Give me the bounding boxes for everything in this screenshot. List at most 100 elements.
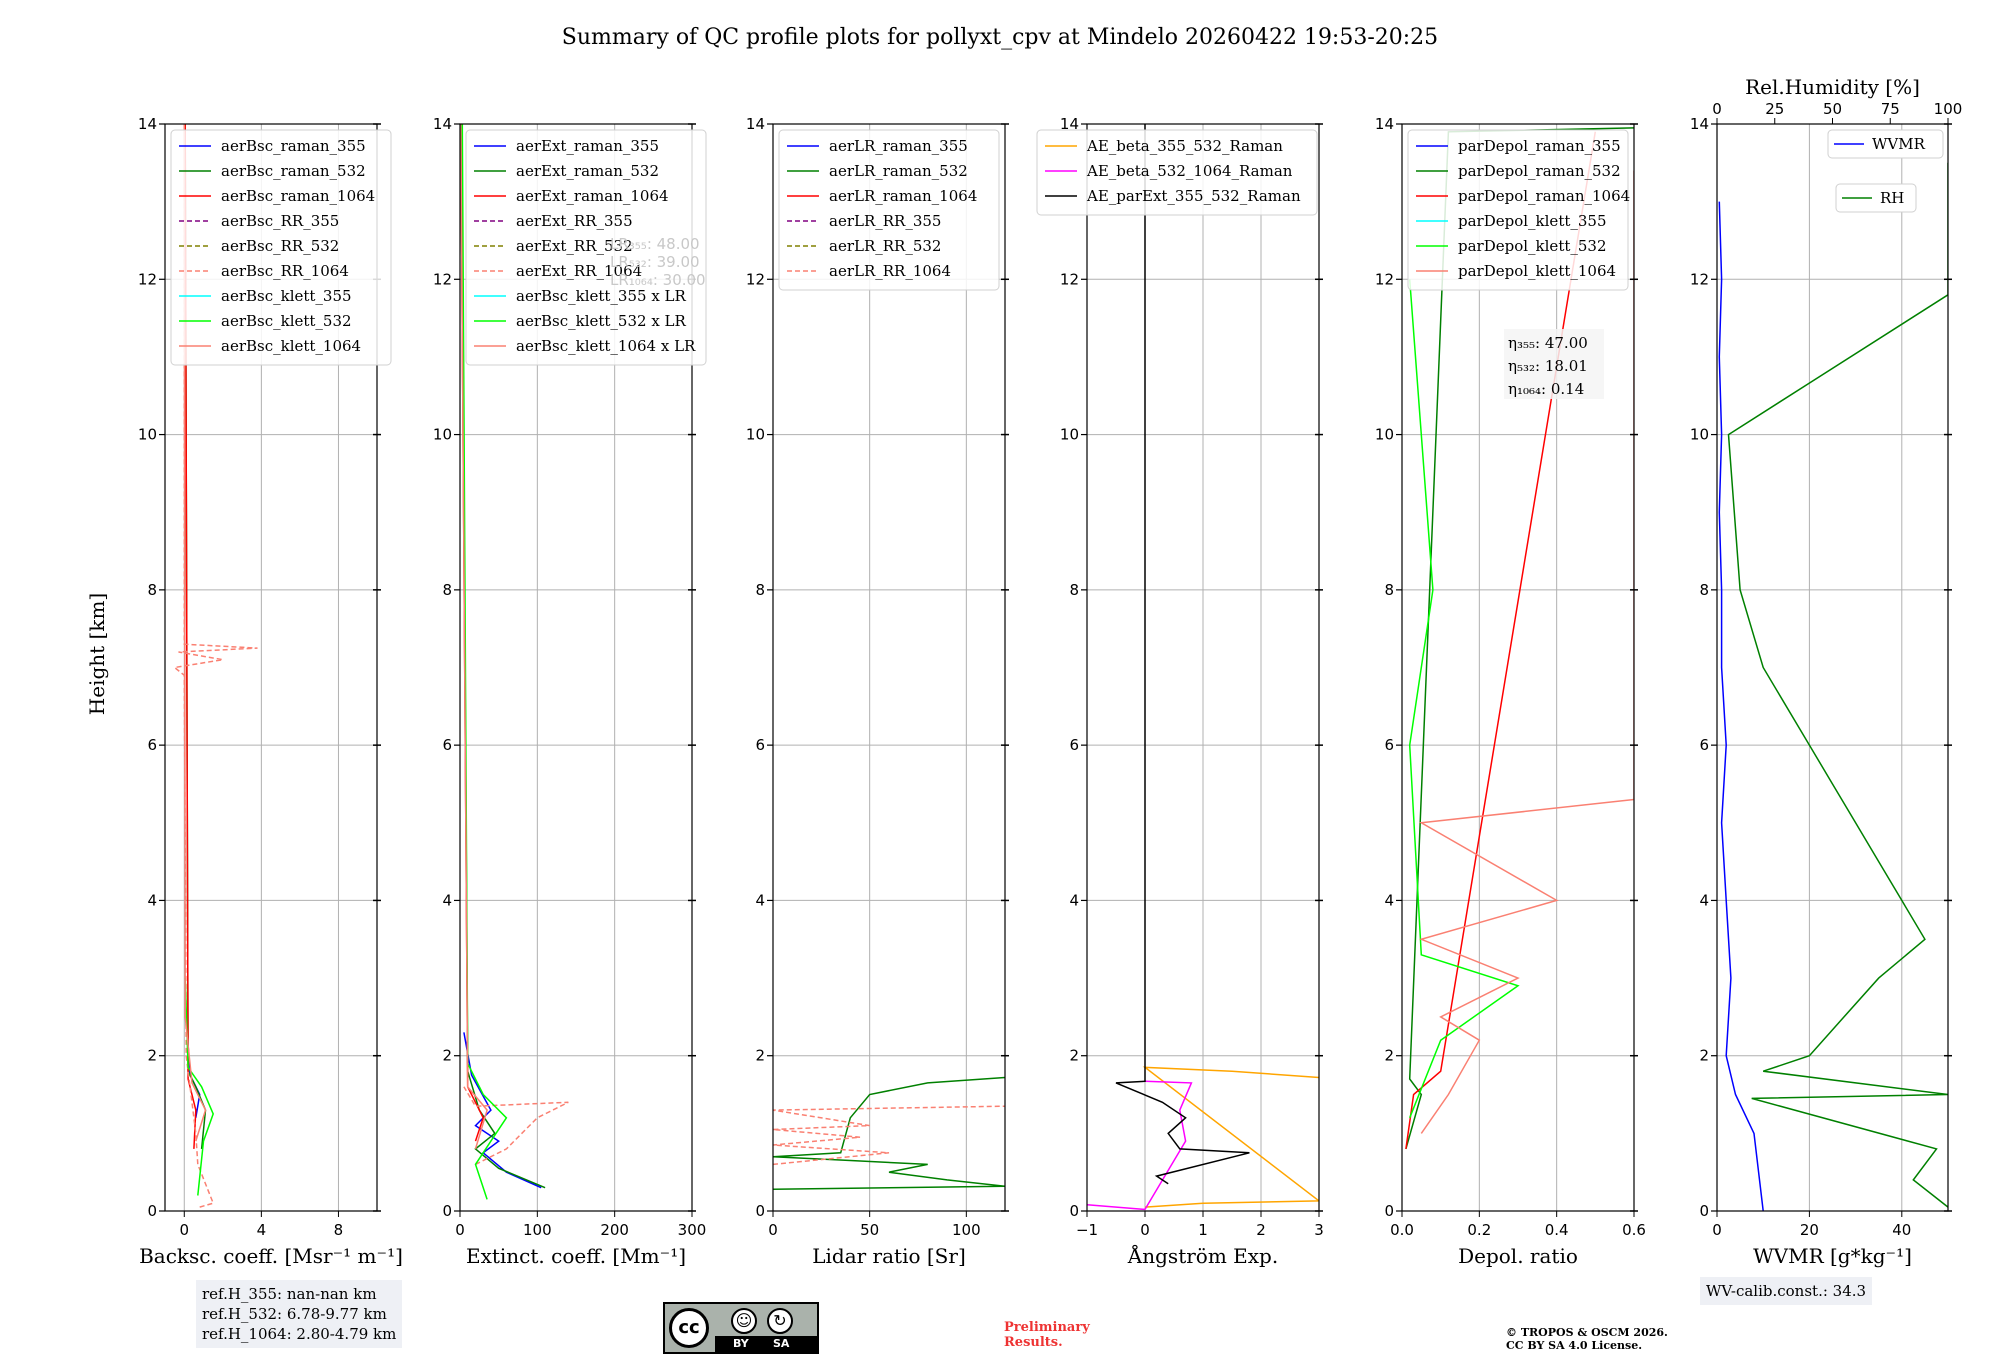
series-line-aerBsc_klett_532 — [184, 978, 215, 1196]
x-tick-label: 1 — [1198, 1221, 1208, 1239]
series-line-parDepol_raman_1064 — [1405, 131, 1597, 1150]
plot-frame — [1716, 123, 1949, 1212]
y-tick-label: 14 — [1375, 115, 1394, 133]
x-tick-label: 200 — [600, 1221, 629, 1239]
series-line-aerExt_raman_355 — [463, 1032, 542, 1189]
x-axis-label: Depol. ratio — [1458, 1244, 1578, 1268]
y-tick-label: 2 — [1384, 1047, 1394, 1065]
license-strip: BY SA — [715, 1336, 817, 1352]
y-tick-label: 12 — [138, 270, 157, 288]
legend-frame — [1827, 129, 1944, 159]
y-tick-label: 4 — [442, 891, 452, 909]
x-tick-label: 4 — [257, 1221, 267, 1239]
top-tick-label: 100 — [1934, 100, 1963, 118]
legend-label: parDepol_klett_532 — [1458, 237, 1607, 255]
legend-label: WVMR — [1872, 135, 1926, 153]
x-axis-label: Ångström Exp. — [1127, 1243, 1278, 1268]
plot-frame — [459, 123, 693, 1212]
x-tick-label: 50 — [860, 1221, 879, 1239]
legend-label: aerLR_RR_355 — [829, 212, 941, 230]
series-line-aerLR_RR_1064 — [773, 1105, 1005, 1166]
ref-heights-box: ref.H_355: nan-nan km ref.H_532: 6.78-9.… — [196, 1280, 403, 1348]
y-tick-label: 4 — [1384, 891, 1394, 909]
copyright-note: © TROPOS & OSCM 2026. CC BY SA 4.0 Licen… — [1506, 1326, 1668, 1352]
series-line-parDepol_klett_1064 — [1418, 170, 1634, 1134]
share-alike-icon: ↻ — [767, 1308, 793, 1334]
top-tick-label: 50 — [1823, 100, 1842, 118]
top-tick-label: 25 — [1765, 100, 1784, 118]
lr-note: LR₁₀₆₄: 30.00 — [610, 271, 706, 289]
x-tick-label: 8 — [334, 1221, 344, 1239]
y-tick-label: 10 — [138, 426, 157, 444]
y-tick-label: 8 — [755, 581, 765, 599]
y-tick-label: 8 — [1384, 581, 1394, 599]
x-axis-label: Extinct. coeff. [Mm⁻¹] — [466, 1244, 686, 1268]
y-tick-label: 2 — [442, 1047, 452, 1065]
license-by: BY — [733, 1337, 749, 1350]
y-tick-label: 0 — [147, 1202, 157, 1220]
legend: aerLR_raman_355 aerLR_raman_532 aerLR_rama… — [778, 129, 1000, 291]
y-tick-label: 14 — [1690, 115, 1709, 133]
x-tick-label: 300 — [678, 1221, 707, 1239]
series-line-parDepol_klett_532 — [1408, 279, 1520, 1119]
x-tick-label: −1 — [1076, 1221, 1098, 1239]
panel-6: 0 20 40 0 2 4 6 8 10 12 14 WVMR [g*kg⁻¹] 0 25 50 75 100 R… — [1690, 75, 1962, 1268]
x-tick-label: 3 — [1314, 1221, 1324, 1239]
x-axis-label: Lidar ratio [Sr] — [812, 1244, 966, 1268]
series-line-AE_parExt_355_532_Raman — [1115, 124, 1250, 1185]
legend-label: aerExt_RR_532 — [516, 237, 633, 255]
x-tick-label: 0 — [179, 1221, 189, 1239]
panel-5: 0.0 0.2 0.4 0.6 0 2 4 6 8 10 12 14 Depol. ratio parDe… — [1375, 115, 1646, 1268]
top-tick-label: 75 — [1881, 100, 1900, 118]
y-tick-label: 4 — [1069, 891, 1079, 909]
y-tick-label: 14 — [433, 115, 452, 133]
x-tick-label: 0.6 — [1622, 1221, 1646, 1239]
legend-label: aerBsc_raman_355 — [221, 137, 366, 155]
y-tick-label: 12 — [746, 270, 765, 288]
plot-frame — [772, 123, 1006, 1212]
wv-calib-text: WV-calib.const.: 34.3 — [1706, 1282, 1867, 1300]
y-tick-label: 10 — [1690, 426, 1709, 444]
y-tick-label: 6 — [147, 736, 157, 754]
cc-logo-text: cc — [678, 1317, 700, 1338]
x-tick-label: 0.2 — [1467, 1221, 1491, 1239]
legend-label: aerLR_raman_532 — [829, 162, 968, 180]
legend-frame — [170, 129, 392, 366]
legend-label: AE_parExt_355_532_Raman — [1086, 187, 1301, 205]
series-line-AE_beta_532_1064_Raman — [1087, 1080, 1193, 1211]
y-tick-label: 12 — [1690, 270, 1709, 288]
legend: WVMR — [1827, 129, 1944, 159]
y-tick-label: 2 — [755, 1047, 765, 1065]
legend-label: aerBsc_raman_532 — [221, 162, 366, 180]
y-tick-label: 8 — [1699, 581, 1709, 599]
y-tick-label: 14 — [746, 115, 765, 133]
plot-frame — [1401, 123, 1635, 1212]
legend: AE_beta_355_532_Raman AE_beta_532_1064_Ra… — [1036, 129, 1318, 216]
x-tick-label: 2 — [1256, 1221, 1266, 1239]
y-tick-label: 0 — [755, 1202, 765, 1220]
eta-note: η₁₀₆₄: 0.14 — [1508, 380, 1584, 398]
series-line-AE_beta_355_532_Raman — [1142, 1066, 1319, 1208]
series-group — [172, 124, 258, 1208]
legend-label: aerExt_raman_532 — [516, 162, 659, 180]
plot-frame — [164, 123, 378, 1212]
y-tick-label: 4 — [147, 891, 157, 909]
legend-label: parDepol_klett_355 — [1458, 212, 1607, 230]
x-tick-label: 0.0 — [1390, 1221, 1414, 1239]
ref-height-355: ref.H_355: nan-nan km — [202, 1285, 377, 1303]
legend-label: parDepol_raman_1064 — [1458, 187, 1630, 205]
x-tick-label: 100 — [952, 1221, 981, 1239]
y-tick-label: 6 — [1699, 736, 1709, 754]
x-tick-label: 0 — [1712, 1221, 1722, 1239]
copyright-line-2: CC BY SA 4.0 License. — [1506, 1339, 1643, 1352]
y-tick-label: 6 — [442, 736, 452, 754]
x-tick-label: 0.4 — [1545, 1221, 1569, 1239]
legend-frame — [1835, 183, 1917, 213]
figure-title: Summary of QC profile plots for pollyxt_… — [562, 25, 1438, 50]
panel-1: 0 4 8 0 2 4 6 8 10 12 14 Backsc. coeff. [Msr⁻¹ m⁻¹]… — [138, 115, 403, 1268]
x-tick-label: 0 — [768, 1221, 778, 1239]
panel-2: 0 100 200 300 0 2 4 6 8 10 12 14 Extinct. coeff. [Mm… — [433, 115, 707, 1268]
cc-logo-icon: cc — [669, 1308, 709, 1348]
cc-license-badge: cc ☺ ↻ BY SA — [663, 1302, 819, 1354]
